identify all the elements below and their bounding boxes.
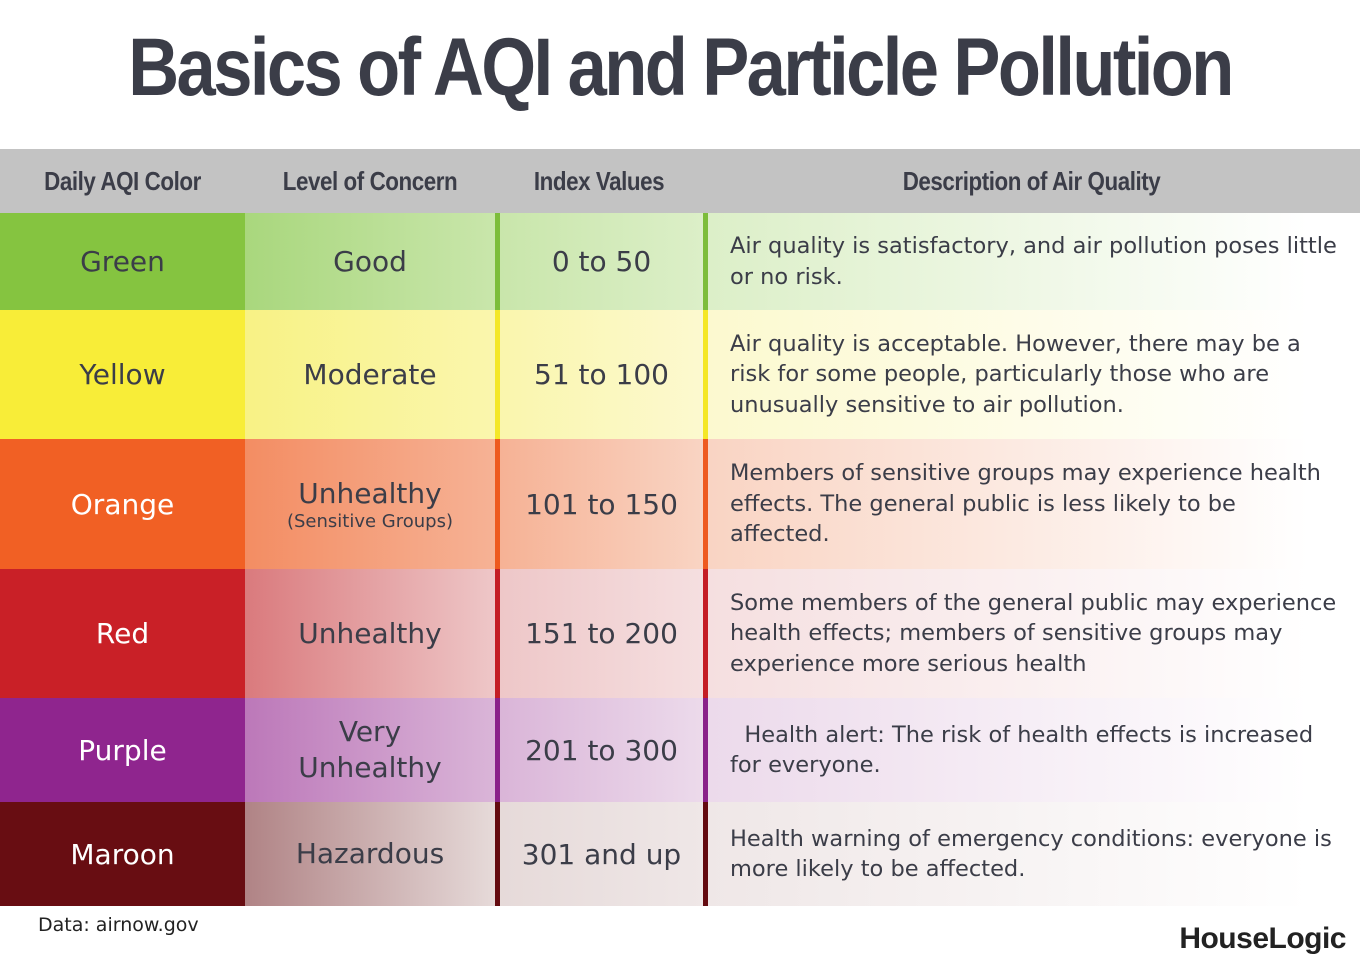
description-cell: Air quality is satisfactory, and air pol… [708,213,1360,310]
row-separator [495,802,500,906]
description-cell: Members of sensitive groups may experien… [708,439,1360,569]
description-text: Air quality is acceptable. However, ther… [730,330,1308,418]
level-of-concern-label: Unhealthy [298,477,442,510]
level-of-concern-cell: Unhealthy [245,569,495,698]
houselogic-logo: HouseLogic [1179,922,1346,955]
level-of-concern-cell: Very Unhealthy [245,698,495,802]
aqi-row-purple: Purple Very Unhealthy 201 to 300 Health al… [0,698,1360,802]
aqi-row-red: Red Unhealthy 151 to 200 Some members of th… [0,569,1360,698]
level-of-concern-label: Hazardous [295,837,445,870]
row-separator [495,698,500,802]
index-values-cell: 301 and up [500,802,703,906]
level-of-concern-cell: Hazardous [245,802,495,906]
header-description: Description of Air Quality [902,165,1161,196]
level-of-concern-cell: Unhealthy (Sensitive Groups) [245,439,495,569]
index-values-cell: 51 to 100 [500,310,703,439]
header-level-of-concern: Level of Concern [282,165,458,196]
index-values-cell: 101 to 150 [500,439,703,569]
aqi-table: Green Good 0 to 50 Air quality is satisfact… [0,213,1360,906]
index-values-cell: 0 to 50 [500,213,703,310]
row-separator [703,569,708,698]
row-separator [703,698,708,802]
row-separator [495,213,500,310]
level-of-concern-sublabel: (Sensitive Groups) [286,511,454,532]
header-daily-aqi-color: Daily AQI Color [44,165,201,196]
aqi-color-cell: Purple [0,698,245,802]
description-text: Members of sensitive groups may experien… [730,460,1329,548]
aqi-color-cell: Orange [0,439,245,569]
data-source: Data: airnow.gov [38,914,199,936]
description-cell: Air quality is acceptable. However, ther… [708,310,1360,439]
row-separator [703,310,708,439]
level-of-concern-label: Very Unhealthy [298,715,442,784]
description-cell: Some members of the general public may e… [708,569,1360,698]
row-separator [495,310,500,439]
aqi-row-maroon: Maroon Hazardous 301 and up Health warning … [0,802,1360,906]
description-text: Air quality is satisfactory, and air pol… [730,233,1345,290]
aqi-row-yellow: Yellow Moderate 51 to 100 Air quality is ac… [0,310,1360,439]
page-title: Basics of AQI and Particle Pollution [128,22,1234,113]
aqi-color-cell: Maroon [0,802,245,906]
row-separator [703,213,708,310]
level-of-concern-cell: Good [245,213,495,310]
level-of-concern-cell: Moderate [245,310,495,439]
aqi-color-cell: Red [0,569,245,698]
aqi-color-cell: Yellow [0,310,245,439]
description-text: Health warning of emergency conditions: … [730,825,1340,883]
level-of-concern-label: Moderate [303,357,437,391]
level-of-concern-label: Unhealthy [298,616,442,650]
description-text: Health alert: The risk of health effects… [730,721,1321,779]
description-text: Some members of the general public may e… [730,589,1344,677]
aqi-row-orange: Orange Unhealthy (Sensitive Groups) 101 to … [0,439,1360,569]
header-index-values: Index Values [533,165,665,196]
index-values-cell: 151 to 200 [500,569,703,698]
row-separator [703,439,708,569]
description-cell: Health warning of emergency conditions: … [708,802,1360,906]
aqi-color-cell: Green [0,213,245,310]
row-separator [495,439,500,569]
level-of-concern-label: Good [333,244,407,278]
aqi-row-green: Green Good 0 to 50 Air quality is satisfact… [0,213,1360,310]
row-separator [703,802,708,906]
row-separator [495,569,500,698]
index-values-cell: 201 to 300 [500,698,703,802]
description-cell: Health alert: The risk of health effects… [708,698,1360,802]
table-header: Daily AQI Color Level of Concern Index V… [0,149,1360,213]
